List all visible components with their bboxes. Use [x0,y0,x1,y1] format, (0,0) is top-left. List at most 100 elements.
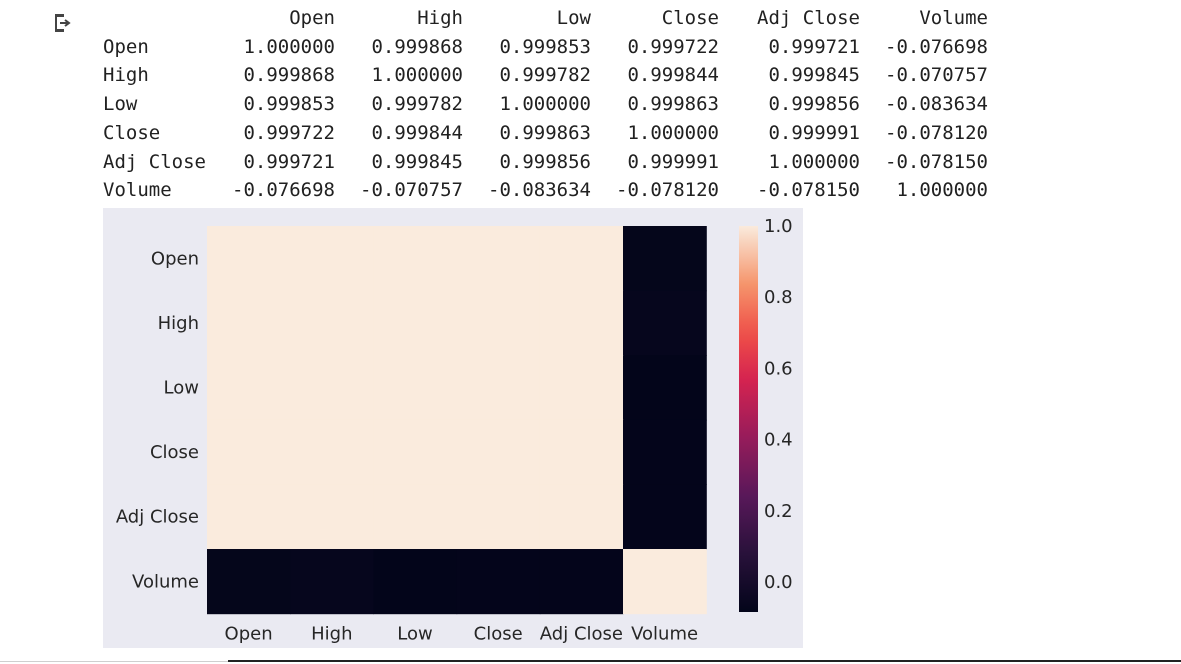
colorbar-tick-label: 0.2 [764,501,793,522]
table-cell: -0.070757 [360,179,463,202]
y-tick-label: Open [151,248,199,269]
heatmap-cell [207,355,291,421]
heatmap-cell [456,226,541,292]
column-header: High [417,7,463,29]
heatmap-cell [207,484,291,550]
table-cell: -0.070757 [885,64,988,87]
table-cell: -0.083634 [885,93,988,116]
table-cell: 0.999721 [243,150,335,173]
table-row: Adj Close 0.999721 0.999845 0.999856 0.99999… [103,148,988,177]
colorbar-tick-label: 0.6 [764,359,793,380]
heatmap-cell [539,549,624,615]
column-header: Close [661,7,719,29]
column-header: Open [289,7,335,29]
heatmap-cell [539,290,624,356]
heatmap-cell [290,419,374,485]
heatmap-cell [207,290,291,356]
heatmap-cell [373,290,458,356]
table-cell: 0.999782 [371,93,463,116]
y-tick-label: Low [164,378,199,399]
heatmap-cell [373,226,458,292]
table-cell: 0.999863 [499,121,591,144]
table-cell: 0.999856 [499,150,591,173]
row-header: Open [103,35,149,58]
heatmap-cell [290,226,374,292]
row-header: Low [103,93,138,116]
row-header: Close [103,121,161,144]
heatmap-cell [373,419,458,485]
heatmap-cell [290,355,374,421]
heatmap-cell [456,290,541,356]
row-header: Volume [103,179,172,202]
heatmap-cell [373,484,458,550]
heatmap-cell [539,419,624,485]
heatmap-cell [456,355,541,421]
heatmap-cell [290,290,374,356]
heatmap-svg: Open High Low Close Adj Close Volume Open High L… [116,216,793,645]
table-cell: 1.000000 [243,35,335,58]
colorbar [739,226,758,612]
row-header: Adj Close [103,150,206,173]
heatmap-cell [207,226,291,292]
y-tick-label: Volume [132,571,199,592]
output-arrow-icon[interactable] [52,11,76,35]
colorbar-tick-label: 1.0 [764,216,793,237]
table-cell: 0.999844 [371,121,463,144]
x-tick-label: Close [474,624,523,645]
heatmap-cell [623,226,707,292]
divider [228,660,1181,662]
row-header: High [103,64,149,87]
table-cell: -0.078150 [757,179,860,202]
table-cell: 1.000000 [768,150,860,173]
correlation-table: Open High Low Close Adj Close Volume Ope… [103,4,988,205]
heatmap-cell [207,419,291,485]
heatmap-cell [373,549,458,615]
column-header: Adj Close [757,7,860,29]
table-cell: 0.999844 [627,64,719,87]
column-header: Low [556,7,591,29]
table-cell: 0.999991 [627,150,719,173]
table-cell: -0.078120 [616,179,719,202]
y-tick-label: Adj Close [116,507,199,528]
table-cell: 0.999722 [243,121,335,144]
x-tick-label: Low [397,624,432,645]
heatmap-cell [623,355,707,421]
heatmap-cell [539,355,624,421]
colorbar-tick-label: 0.0 [764,572,793,593]
heatmap-cell [539,226,624,292]
table-cell: -0.076698 [232,179,335,202]
heatmap-cell [207,549,291,615]
table-header-row: Open High Low Close Adj Close Volume [103,4,988,33]
table-cell: 0.999845 [768,64,860,87]
table-cell: 0.999868 [243,64,335,87]
table-row: Volume -0.076698 -0.070757 -0.083634 -0.0781… [103,176,988,205]
heatmap-figure: Open High Low Close Adj Close Volume Open High L… [103,208,803,648]
table-cell: 1.000000 [627,121,719,144]
table-cell: 0.999782 [499,64,591,87]
heatmap-cell [373,355,458,421]
table-row: Close 0.999722 0.999844 0.999863 1.000000 0.9… [103,119,988,148]
x-tick-label: Volume [631,624,698,645]
heatmap-cell [290,484,374,550]
y-tick-label: Close [150,442,199,463]
table-row: Low 0.999853 0.999782 1.000000 0.999863 0.999… [103,90,988,119]
heatmap-cell [623,290,707,356]
table-cell: 1.000000 [371,64,463,87]
table-cell: -0.076698 [885,35,988,58]
colorbar-tick-label: 0.8 [764,287,793,308]
table-cell: 0.999721 [768,35,860,58]
table-row: High 0.999868 1.000000 0.999782 0.999844 0.99… [103,61,988,90]
table-cell: 0.999853 [499,35,591,58]
table-cell: -0.078120 [885,121,988,144]
table-cell: -0.083634 [488,179,591,202]
table-cell: 0.999868 [371,35,463,58]
heatmap-cell [623,419,707,485]
heatmap-cell [539,484,624,550]
table-corner [103,4,218,33]
x-tick-label: Open [225,624,273,645]
heatmap-cell [623,484,707,550]
table-cell: 1.000000 [499,93,591,116]
table-cell: 0.999853 [243,93,335,116]
heatmap-cell [456,484,541,550]
table-cell: 1.000000 [896,179,988,202]
